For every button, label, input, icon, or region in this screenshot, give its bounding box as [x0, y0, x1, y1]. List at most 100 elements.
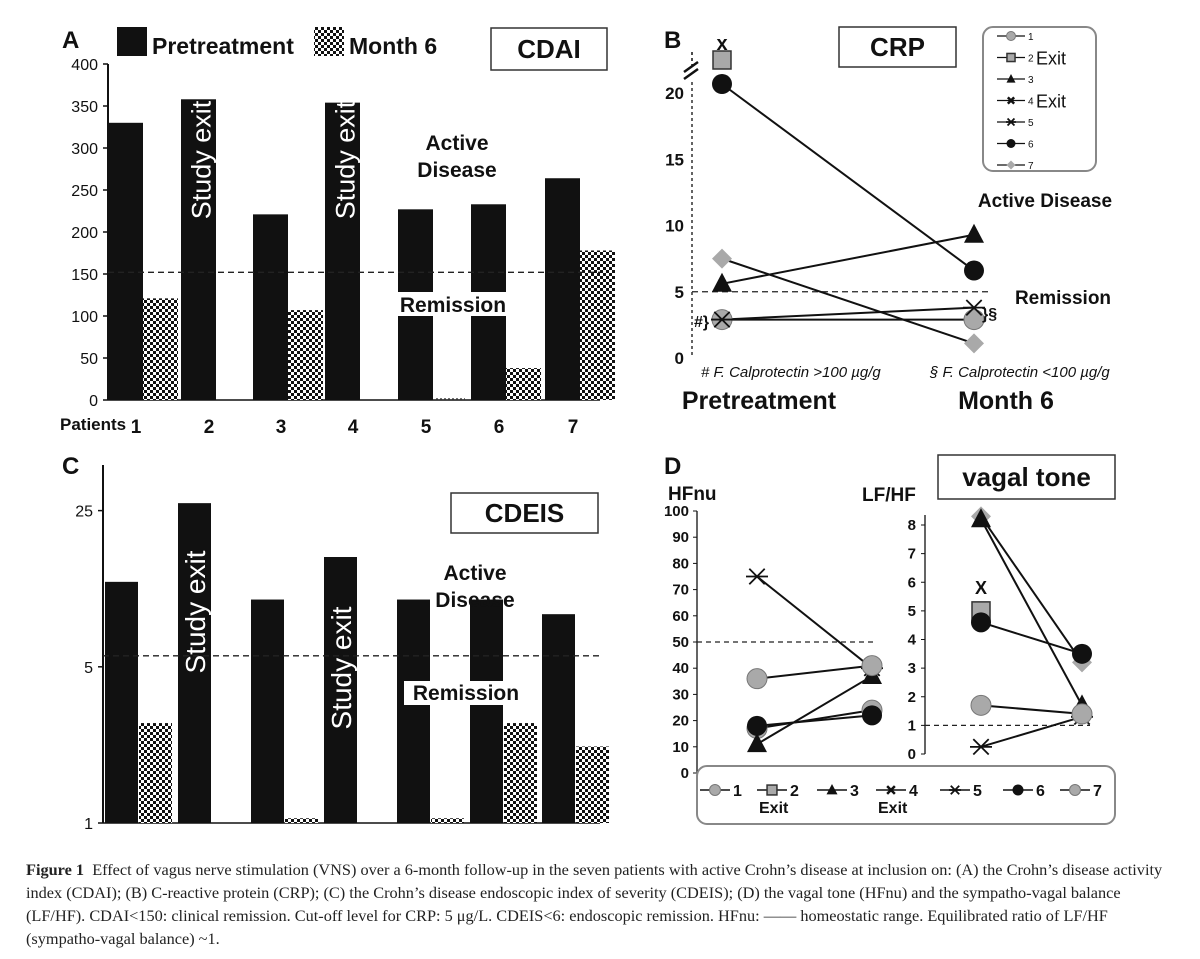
panel-c-bar-m6-7: [576, 746, 609, 823]
panel-d-lfhf-ytick-label: 3: [908, 660, 916, 677]
panel-b-ytick-label: 5: [675, 283, 684, 302]
panel-d-lfhf-point-pre-7-shape: [970, 694, 992, 716]
panel-c-bar-pre-3: [251, 599, 284, 823]
panel-b-letter: B: [664, 27, 681, 54]
panel-b-legend-suffix-2: Exit: [1036, 49, 1066, 69]
panel-a-legend-swatch-m6: [314, 27, 344, 56]
panel-d-legend-marker-2: [766, 784, 778, 796]
panel-d-hfnu-ytick-label: 100: [664, 503, 689, 520]
panel-d-legend-marker-1: [709, 784, 721, 796]
panel-a-remission-bg: [396, 292, 510, 316]
panel-d-lfhf-ytick-label: 5: [908, 603, 916, 620]
panel-a-bar-pre-1: [108, 122, 143, 401]
panel-b-point-pre-5: [711, 311, 733, 328]
panel-c-title-box: [450, 492, 599, 534]
panel-d-hfnu-ytick-label: 30: [672, 686, 689, 703]
panel-a-title-box: [490, 27, 608, 71]
panel-b-legend-num-2: 2: [1028, 54, 1034, 65]
panel-b-legend-marker-5: [1006, 117, 1016, 127]
panel-b-point-pre-7: [712, 248, 732, 269]
panel-d-legend-marker-1-shape: [709, 784, 721, 796]
panel-a-ytick-label: 50: [80, 351, 98, 368]
panel-d-legend-marker-6-shape: [1012, 784, 1024, 796]
panel-d-legend-marker-3-shape: [826, 783, 838, 795]
panel-b-point-m6-7: [964, 333, 984, 354]
panel-a-ytick-label: 250: [71, 183, 98, 200]
panel-d-lfhf-ytick-label: 4: [908, 632, 917, 649]
panel-c-bar-pre-1: [105, 581, 138, 823]
panel-c-remission: Remission: [413, 682, 519, 705]
panel-b-legend-suffix-4: Exit: [1036, 92, 1066, 112]
panel-d-lfhf-point-pre-6: [971, 612, 991, 633]
panel-d-hfnu-point-pre-7: [746, 668, 768, 690]
panel-a-ytick-label: 150: [71, 267, 98, 284]
panel-d-hfnu-point-pre-3: [747, 733, 767, 753]
panel-d-hfnu-line-6: [756, 714, 873, 727]
panel-a-bar-m6-1: [143, 298, 178, 400]
panel-a-letter: A: [62, 27, 79, 54]
panel-b-point-m6-1-shape: [963, 309, 985, 331]
panel-c-ytick-label: 25: [75, 504, 93, 521]
panel-b-legend-marker-4: [1006, 96, 1016, 105]
panel-b-legend-marker-2-shape: [1006, 52, 1016, 63]
panel-b-xlabel-m6: Month 6: [958, 387, 1054, 415]
panel-b-legend-num-3: 3: [1028, 75, 1034, 86]
panel-d-letter: D: [664, 453, 681, 480]
panel-b-legend-num-4: 4: [1028, 97, 1034, 108]
panel-b-legend-marker-6-shape: [1006, 139, 1016, 148]
panel-d-legend-marker-2-shape: [766, 784, 778, 796]
panel-d-hfnu-line-7: [756, 664, 873, 680]
panel-a-ytick-label: 100: [71, 309, 98, 326]
panel-d-lfhf-ytick-label: 0: [908, 746, 916, 763]
panel-d-legend-num-3: 3: [850, 783, 859, 800]
panel-d-hfnu-ytick-label: 70: [672, 582, 689, 599]
panel-d-hfnu-point-pre-5-shape: [746, 568, 768, 585]
panel-d-legend-num-1: 1: [733, 783, 742, 800]
panel-d-lfhf-ytick-label: 7: [908, 546, 916, 563]
panel-d-legend-marker-5-shape: [948, 785, 962, 795]
panel-d-lfhf-point-pre-5: [970, 738, 992, 756]
caption-label: Figure 1: [26, 860, 85, 879]
panel-d-legend-num-7: 7: [1093, 783, 1102, 800]
panel-a-legend-m6: Month 6: [349, 33, 437, 59]
panel-b-axis-break: [683, 60, 699, 81]
panel-d-hfnu-point-pre-6: [747, 715, 767, 736]
panel-b-line-6: [721, 83, 975, 272]
panel-c-study-exit-2: Study exit: [180, 550, 211, 673]
panel-d-lfhf-ytick-label: 6: [908, 574, 916, 591]
panel-b-title: CRP: [870, 32, 925, 62]
panel-a-legend-swatch-pre: [117, 27, 147, 56]
panel-d-legend-marker-6: [1012, 784, 1024, 796]
panel-d-lfhf-point-pre-5-shape: [970, 738, 992, 756]
panel-c-ytick-label: 1: [84, 816, 93, 833]
panel-b-ytick-label: 10: [665, 217, 684, 236]
panel-b-legend-box: [982, 26, 1097, 172]
panel-c-ytick-label: 5: [84, 660, 93, 677]
panel-b-legend-marker-4-shape: [1006, 96, 1016, 105]
panel-c-letter: C: [62, 453, 79, 480]
panel-d-legend-marker-5: [948, 785, 962, 795]
panel-b-line-3: [721, 233, 975, 285]
panel-d-hfnu-ytick-label: 50: [672, 634, 689, 651]
panel-d-legend-marker-7-shape: [1069, 784, 1081, 796]
panel-b-point-m6-3-shape: [964, 223, 984, 243]
panel-b-xlabel-pre: Pretreatment: [682, 387, 837, 415]
panel-b-legend-num-7: 7: [1028, 161, 1034, 172]
panel-c-bar-pre-6: [470, 599, 503, 823]
panel-b-footnote-2: § F. Calprotectin <100 µg/g: [929, 364, 1110, 381]
panel-c-bar-pre-5: [397, 599, 430, 823]
panel-b-legend-marker-1: [1006, 31, 1016, 41]
panel-a-xtick-1: 1: [131, 417, 142, 438]
panel-c-bar-m6-5: [431, 818, 464, 823]
panel-d-lfhf-point-m6-7-shape: [1071, 703, 1093, 725]
panel-a-study-exit-4: Study exit: [331, 100, 361, 219]
panel-a-bar-pre-2: [181, 99, 216, 400]
panel-c-bar-pre-2: [178, 503, 211, 823]
panel-a-ytick-label: 350: [71, 99, 98, 116]
panel-a-bar-m6-7: [580, 250, 615, 400]
panel-a-bar-pre-4: [325, 102, 360, 400]
panel-b-line-7: [721, 257, 975, 345]
panel-d-lfhf-point-pre-3: [971, 508, 991, 528]
panel-b-point-pre-6: [712, 74, 732, 94]
panel-d-legend-marker-7: [1069, 784, 1081, 796]
